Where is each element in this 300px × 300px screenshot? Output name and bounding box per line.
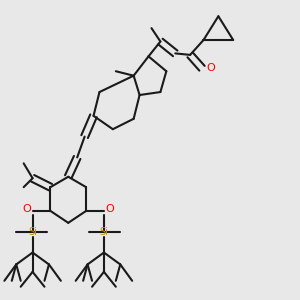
Text: O: O [23, 204, 32, 214]
Text: Si: Si [28, 227, 37, 237]
Text: O: O [105, 204, 114, 214]
Text: O: O [206, 63, 215, 73]
Text: Si: Si [100, 227, 108, 237]
